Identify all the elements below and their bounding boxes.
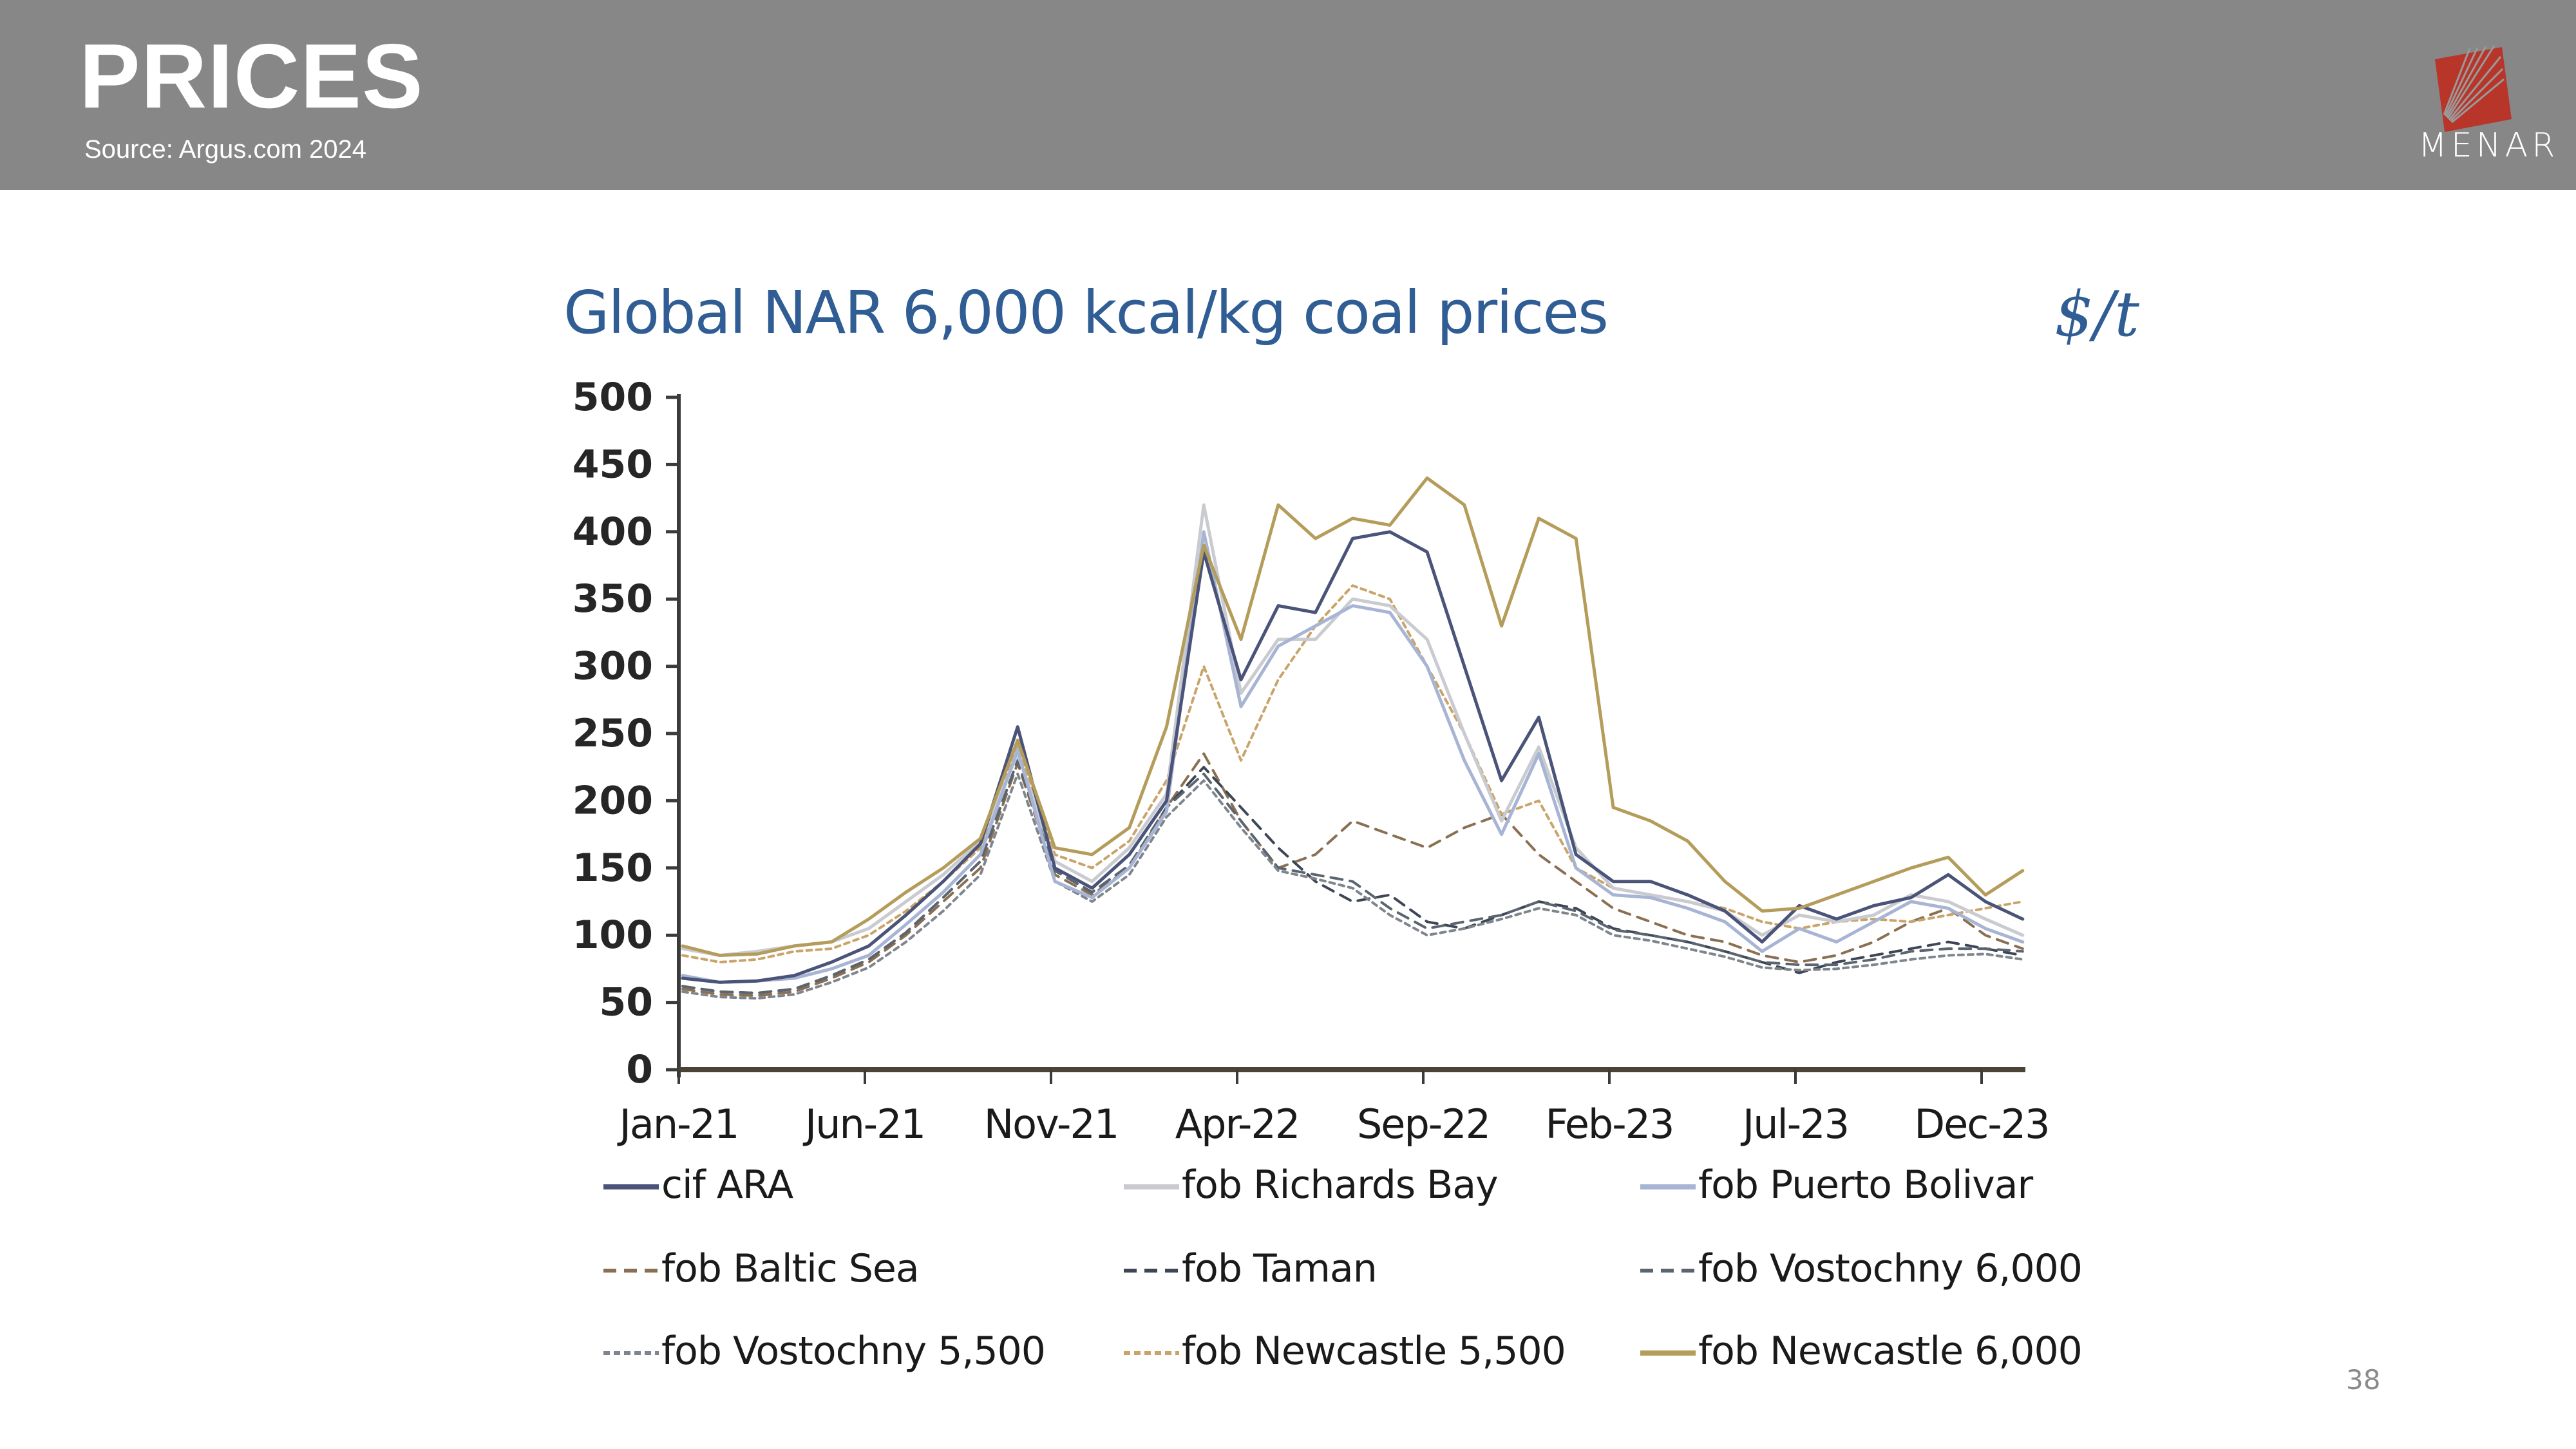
y-tick-label: 500	[573, 375, 653, 420]
chart-legend: cif ARA fob Richards Bay fob Puerto Boliva…	[602, 1156, 2109, 1388]
legend-swatch-icon	[1640, 1350, 1696, 1356]
legend-swatch-icon	[1640, 1184, 1696, 1189]
series-line-fob-puerto-bolivar	[681, 530, 2025, 984]
x-tick-label: Dec-23	[1914, 1101, 2049, 1148]
chart-title: Global NAR 6,000 kcal/kg coal prices	[564, 278, 1609, 347]
legend-swatch-icon	[1124, 1269, 1179, 1273]
slide-header: PRICES Source: Argus.com 2024 MENAR	[0, 0, 2576, 190]
slide-title: PRICES	[79, 25, 424, 128]
legend-label: fob Newcastle 6,000	[1698, 1329, 2083, 1374]
legend-item: fob Richards Bay	[1122, 1156, 1499, 1214]
series-line-fob-vostochny-6-000	[681, 759, 2024, 994]
y-tick-label: 150	[573, 846, 653, 891]
legend-item: fob Puerto Bolivar	[1639, 1156, 2033, 1214]
series-line-fob-vostochny-5-500	[681, 772, 2024, 1000]
legend-label: fob Taman	[1182, 1246, 1378, 1291]
series-line-fob-newcastle-5-500	[681, 584, 2024, 963]
y-tick-label: 50	[600, 980, 654, 1025]
axes-layer: 0 50 100 150 200 250 300 350 400 450 500 Jan-21 Jun-…	[573, 375, 2050, 1148]
menar-logo-text: MENAR	[2418, 126, 2559, 165]
series-layer	[681, 476, 2025, 1000]
legend-swatch-icon	[603, 1269, 659, 1273]
y-tick-label: 250	[573, 711, 653, 756]
legend-label: cif ARA	[661, 1162, 793, 1208]
y-tick-label: 350	[573, 576, 653, 621]
series-line-fob-richards-bay	[681, 503, 2025, 957]
legend-item: fob Newcastle 5,500	[1122, 1322, 1566, 1380]
legend-label: fob Vostochny 5,500	[661, 1329, 1046, 1374]
legend-label: fob Vostochny 6,000	[1698, 1246, 2083, 1291]
series-line-cif-ara	[681, 530, 2025, 984]
series-line-fob-baltic-sea	[681, 752, 2024, 998]
chart-unit-label: $/t	[2054, 278, 2139, 350]
legend-swatch-icon	[1124, 1351, 1179, 1355]
legend-swatch-icon	[1640, 1269, 1696, 1273]
legend-item: fob Vostochny 6,000	[1639, 1240, 2083, 1298]
y-tick-label: 0	[626, 1047, 653, 1092]
x-tick-label: Sep-22	[1357, 1101, 1490, 1148]
y-tick-label: 100	[573, 913, 653, 958]
legend-swatch-icon	[1124, 1184, 1179, 1189]
legend-item: fob Baltic Sea	[602, 1240, 920, 1298]
menar-logo-icon	[2435, 45, 2512, 132]
x-tick-label: Apr-22	[1175, 1101, 1300, 1148]
legend-item: fob Taman	[1122, 1240, 1378, 1298]
x-tick-label: Nov-21	[984, 1101, 1119, 1148]
x-tick-label: Feb-23	[1545, 1101, 1673, 1148]
y-tick-label: 300	[573, 644, 653, 689]
x-tick-label: Jan-21	[617, 1101, 739, 1148]
legend-label: fob Newcastle 5,500	[1182, 1329, 1566, 1374]
page-number: 38	[2346, 1364, 2381, 1396]
source-caption: Source: Argus.com 2024	[84, 135, 367, 164]
legend-label: fob Puerto Bolivar	[1698, 1162, 2033, 1208]
y-tick-label: 450	[573, 442, 653, 487]
legend-swatch-icon	[603, 1184, 659, 1189]
legend-swatch-icon	[603, 1351, 659, 1355]
y-tick-label: 200	[573, 778, 653, 823]
x-tick-label: Jun-21	[802, 1101, 925, 1148]
legend-item: fob Vostochny 5,500	[602, 1322, 1046, 1380]
x-tick-label: Jul-23	[1740, 1101, 1848, 1148]
legend-item: cif ARA	[602, 1156, 793, 1214]
series-line-fob-newcastle-6-000	[681, 476, 2025, 957]
legend-label: fob Richards Bay	[1182, 1162, 1499, 1208]
y-tick-label: 400	[573, 509, 653, 554]
legend-label: fob Baltic Sea	[661, 1246, 920, 1291]
legend-item: fob Newcastle 6,000	[1639, 1322, 2083, 1380]
